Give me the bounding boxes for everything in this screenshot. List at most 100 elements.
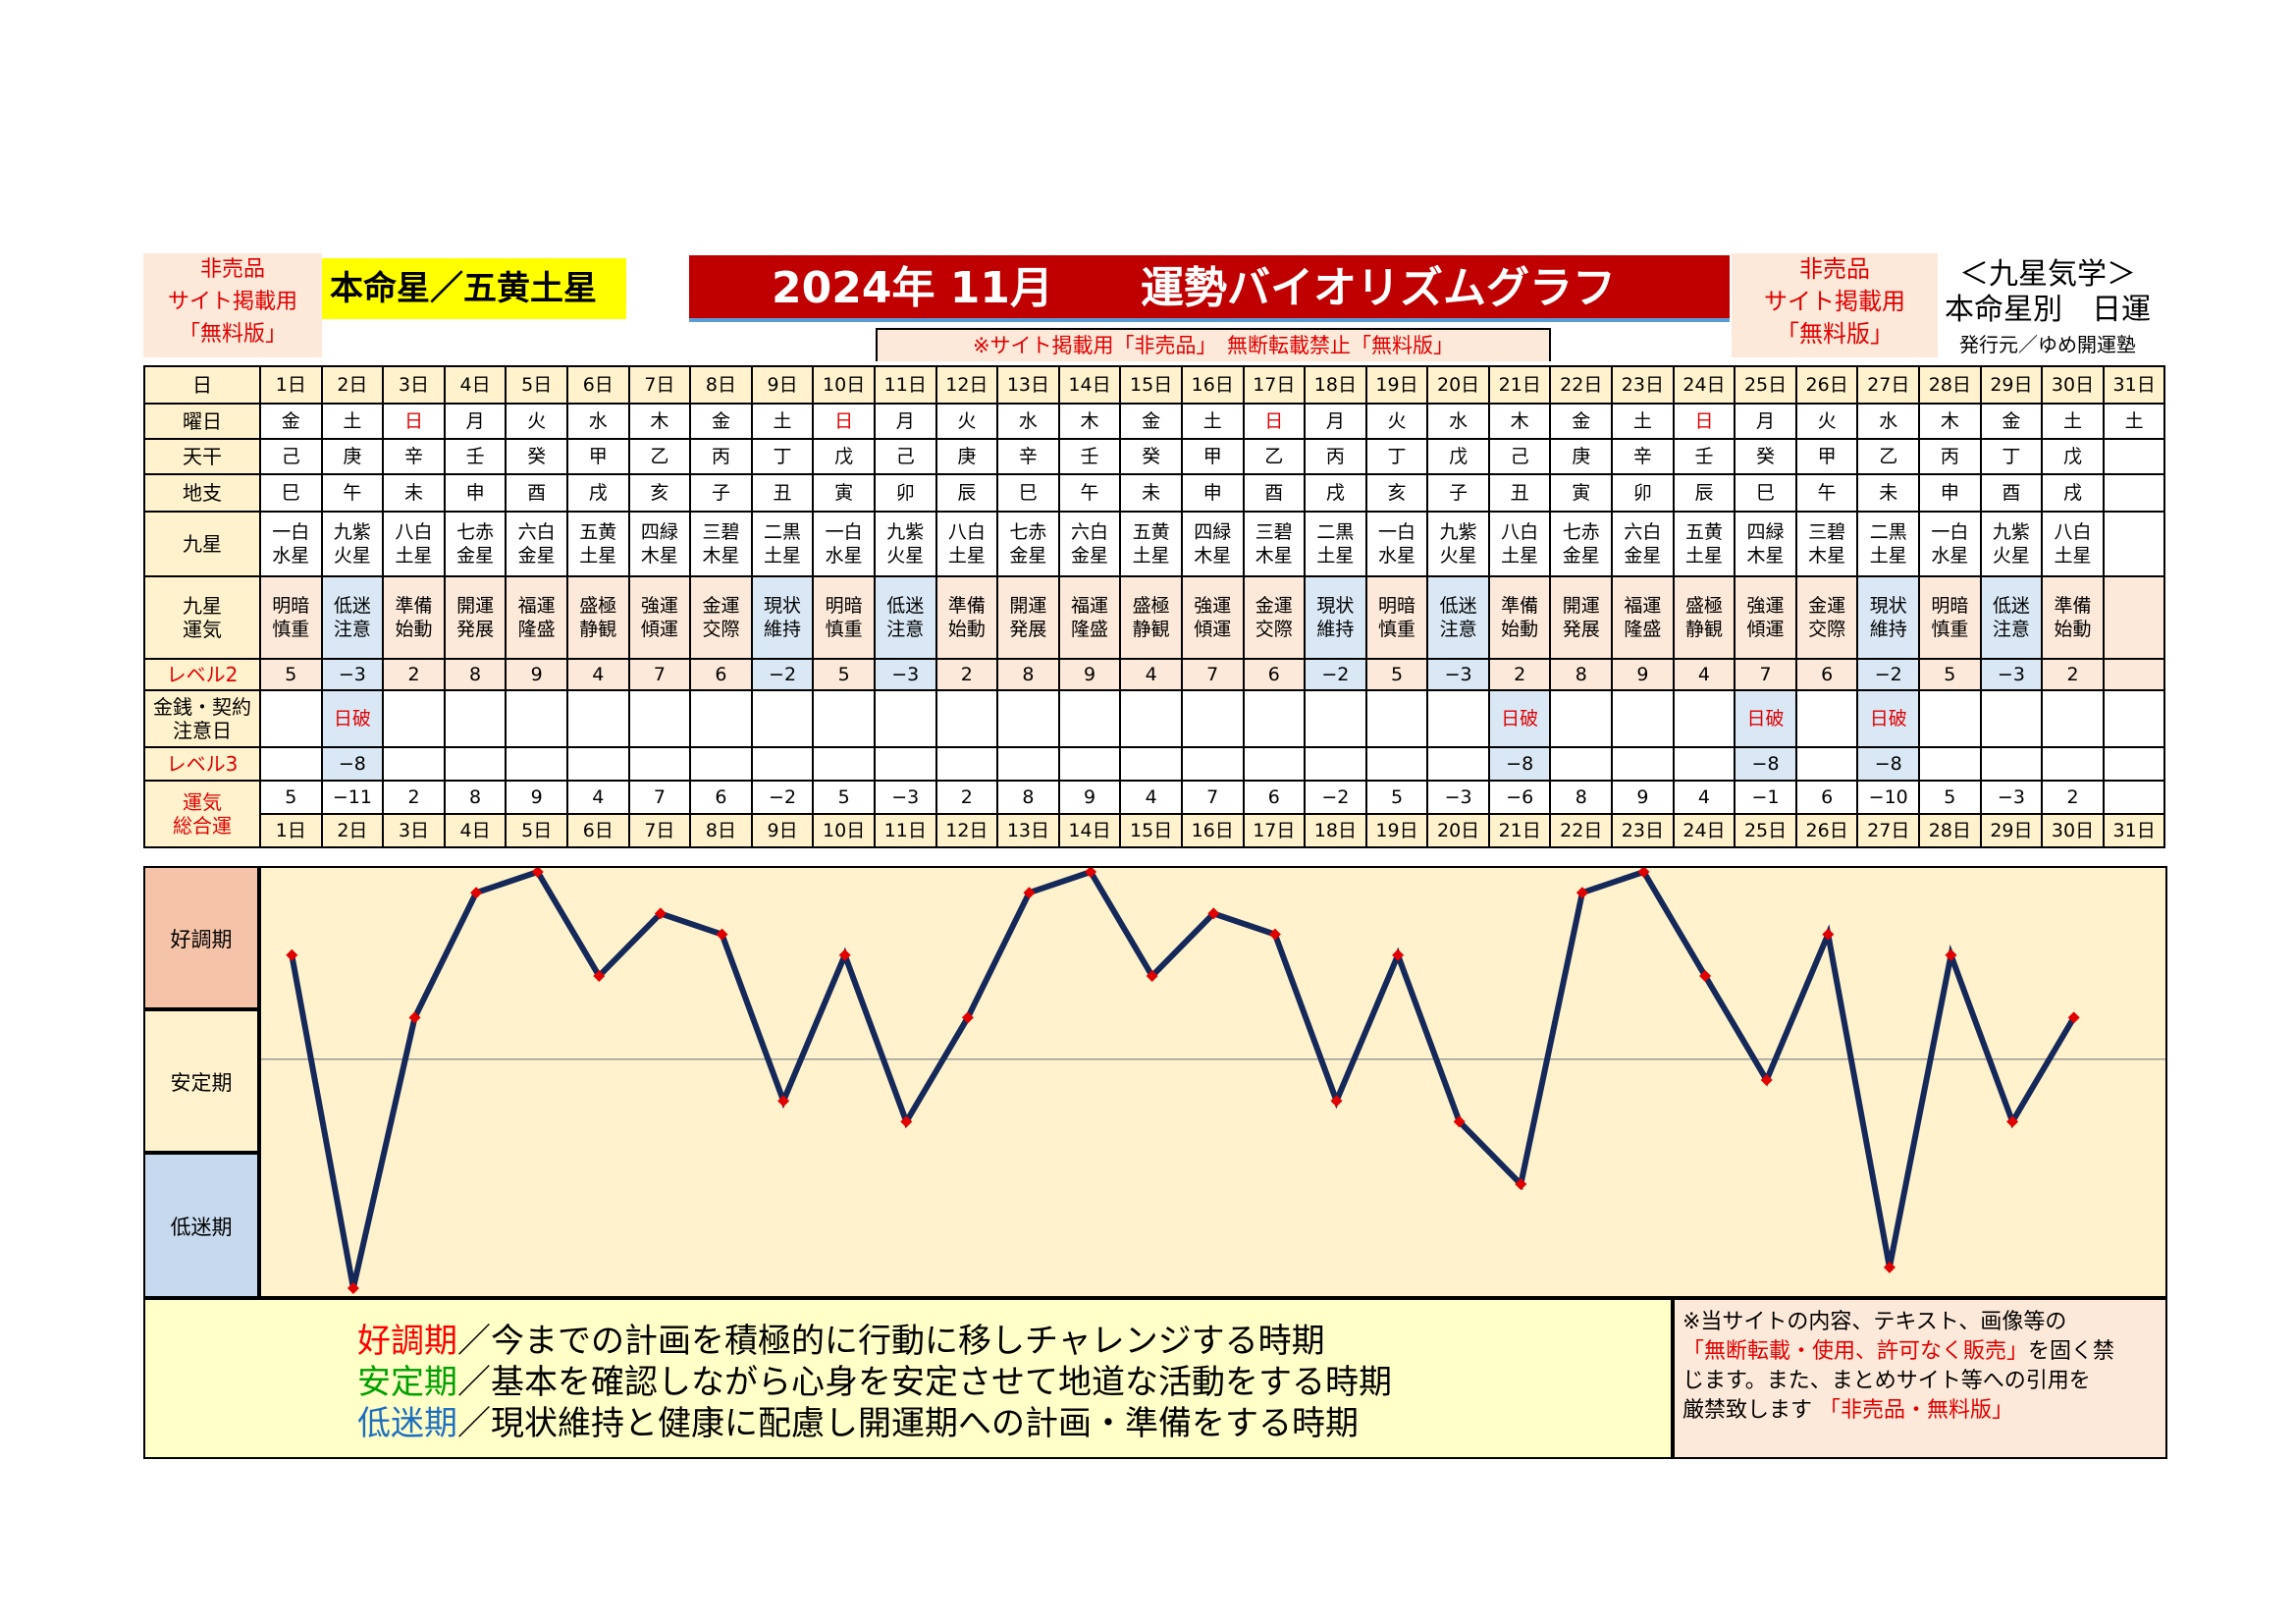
notice2-line4-red: 「非売品・無料版」 bbox=[1819, 1398, 2014, 1423]
cell-level3-2: −8 bbox=[320, 746, 385, 782]
notice2-line2-black: を固く禁 bbox=[2028, 1339, 2115, 1364]
cell-days-11: 11日 bbox=[873, 813, 937, 848]
cell-level3-25: −8 bbox=[1734, 746, 1797, 782]
cell-money-24 bbox=[1672, 689, 1736, 748]
cell-unki-14: 福運 隆盛 bbox=[1057, 575, 1122, 660]
cell-total-5: 9 bbox=[505, 780, 568, 815]
cell-days-14: 14日 bbox=[1057, 813, 1122, 848]
cell-kyusei-15: 五黄 土星 bbox=[1119, 511, 1183, 577]
cell-tenkan-20: 戊 bbox=[1426, 438, 1490, 475]
cell-level3-20 bbox=[1426, 746, 1490, 782]
cell-level3-18 bbox=[1304, 746, 1367, 782]
cell-level2-10: 5 bbox=[812, 658, 876, 691]
cell-days-5: 5日 bbox=[505, 365, 568, 405]
data-point-17日 bbox=[1268, 928, 1281, 941]
cell-level3-22 bbox=[1549, 746, 1614, 782]
cell-days-9: 9日 bbox=[750, 813, 815, 848]
cell-level3-12 bbox=[934, 746, 999, 782]
cell-days-17: 17日 bbox=[1242, 365, 1307, 405]
data-point-21日 bbox=[1515, 1178, 1527, 1190]
cell-money-4 bbox=[443, 689, 507, 748]
cell-chishi-28: 申 bbox=[1918, 473, 1982, 513]
cell-unki-12: 準備 始動 bbox=[934, 575, 999, 660]
star-label: 本命星／五黄土星 bbox=[322, 258, 626, 319]
cell-kyusei-17: 三碧 木星 bbox=[1242, 511, 1307, 577]
cell-kyusei-31 bbox=[2102, 511, 2166, 577]
cell-days-20: 20日 bbox=[1426, 365, 1490, 405]
cell-money-22 bbox=[1549, 689, 1614, 748]
row-label-level3: レベル3 bbox=[143, 746, 261, 782]
cell-level2-11: −3 bbox=[873, 658, 937, 691]
cell-chishi-16: 申 bbox=[1180, 473, 1245, 513]
cell-days-27: 27日 bbox=[1856, 813, 1921, 848]
cell-level3-28 bbox=[1918, 746, 1982, 782]
legend: 好調期／今までの計画を積極的に行動に移しチャレンジする時期 安定期／基本を確認し… bbox=[143, 1298, 1673, 1459]
cell-unki-9: 現状 維持 bbox=[750, 575, 815, 660]
cell-unki-30: 準備 始動 bbox=[2041, 575, 2105, 660]
cell-unki-15: 盛極 静観 bbox=[1119, 575, 1183, 660]
cell-chishi-2: 午 bbox=[320, 473, 385, 513]
cell-days-13: 13日 bbox=[996, 365, 1060, 405]
cell-chishi-15: 未 bbox=[1119, 473, 1183, 513]
cell-kyusei-18: 二黒 土星 bbox=[1304, 511, 1367, 577]
row-label-total: 運気 総合運 bbox=[143, 780, 261, 848]
notice2-line4: 厳禁致します 「非売品・無料版」 bbox=[1682, 1396, 2158, 1426]
cell-level3-30 bbox=[2041, 746, 2105, 782]
cell-total-13: 8 bbox=[996, 780, 1060, 815]
cell-level3-3 bbox=[382, 746, 446, 782]
cell-kyusei-16: 四緑 木星 bbox=[1180, 511, 1245, 577]
band-stable-label: 安定期 bbox=[143, 1009, 259, 1153]
cell-weekday-9: 土 bbox=[750, 403, 815, 440]
data-point-14日 bbox=[1085, 866, 1097, 878]
cell-level2-6: 4 bbox=[565, 658, 630, 691]
data-point-19日 bbox=[1392, 948, 1405, 961]
data-point-10日 bbox=[838, 948, 851, 961]
cell-days-2: 2日 bbox=[320, 365, 385, 405]
cell-days-19: 19日 bbox=[1364, 813, 1429, 848]
plot-area bbox=[259, 866, 2167, 1298]
cell-total-31 bbox=[2102, 780, 2166, 815]
cell-unki-26: 金運 交際 bbox=[1794, 575, 1859, 660]
cell-chishi-26: 午 bbox=[1794, 473, 1859, 513]
cell-weekday-29: 金 bbox=[1979, 403, 2044, 440]
cell-tenkan-22: 庚 bbox=[1549, 438, 1614, 475]
cell-level3-9 bbox=[750, 746, 815, 782]
cell-days-17: 17日 bbox=[1242, 813, 1307, 848]
cell-level3-10 bbox=[812, 746, 876, 782]
cell-level2-8: 6 bbox=[689, 658, 753, 691]
cell-level3-8 bbox=[689, 746, 753, 782]
cell-chishi-13: 巳 bbox=[996, 473, 1060, 513]
series-line bbox=[289, 868, 2077, 1289]
cell-chishi-25: 巳 bbox=[1734, 473, 1797, 513]
cell-weekday-14: 木 bbox=[1057, 403, 1122, 440]
cell-tenkan-7: 乙 bbox=[627, 438, 692, 475]
cell-days-23: 23日 bbox=[1611, 365, 1675, 405]
cell-level3-5 bbox=[505, 746, 568, 782]
cell-level3-19 bbox=[1364, 746, 1429, 782]
cell-total-8: 6 bbox=[689, 780, 753, 815]
cell-unki-13: 開運 発展 bbox=[996, 575, 1060, 660]
cell-weekday-22: 金 bbox=[1549, 403, 1614, 440]
cell-money-30 bbox=[2041, 689, 2105, 748]
notice-line: 「無料版」 bbox=[178, 322, 287, 347]
cell-tenkan-16: 甲 bbox=[1180, 438, 1245, 475]
cell-days-21: 21日 bbox=[1487, 365, 1552, 405]
cell-level2-21: 2 bbox=[1487, 658, 1552, 691]
row-label-level2: レベル2 bbox=[143, 658, 261, 691]
data-point-4日 bbox=[470, 887, 483, 899]
notice-line: 「無料版」 bbox=[1776, 320, 1894, 348]
cell-days-24: 24日 bbox=[1672, 365, 1736, 405]
right-title: ＜九星気学＞ 本命星別 日運 発行元／ゆめ開運塾 bbox=[1940, 257, 2156, 361]
data-point-16日 bbox=[1207, 907, 1220, 920]
cell-days-15: 15日 bbox=[1119, 813, 1183, 848]
cell-chishi-17: 酉 bbox=[1242, 473, 1307, 513]
cell-chishi-5: 酉 bbox=[505, 473, 568, 513]
cell-tenkan-11: 己 bbox=[873, 438, 937, 475]
cell-level2-20: −3 bbox=[1426, 658, 1490, 691]
cell-days-12: 12日 bbox=[934, 365, 999, 405]
cell-tenkan-9: 丁 bbox=[750, 438, 815, 475]
cell-money-17 bbox=[1242, 689, 1307, 748]
cell-unki-19: 明暗 慎重 bbox=[1364, 575, 1429, 660]
cell-level2-17: 6 bbox=[1242, 658, 1307, 691]
cell-days-20: 20日 bbox=[1426, 813, 1490, 848]
